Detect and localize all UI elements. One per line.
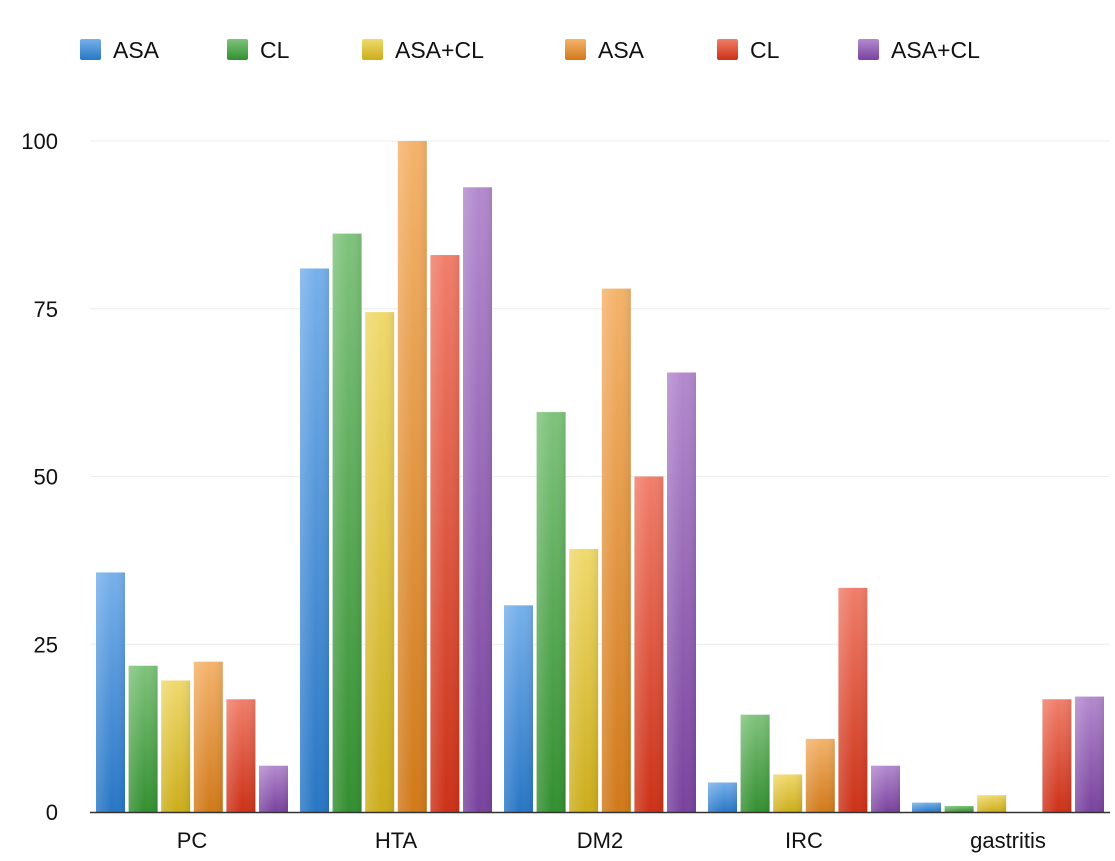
bar-highlight	[634, 476, 664, 812]
bar-highlight	[773, 774, 803, 812]
bar-highlight	[504, 605, 533, 812]
legend-item: ASA+CL	[362, 37, 484, 63]
legend-label: ASA+CL	[395, 37, 484, 63]
x-tick-label: PC	[177, 828, 208, 853]
legend-label: ASA	[598, 37, 645, 63]
bar-highlight	[977, 795, 1007, 812]
bar-highlight	[463, 187, 492, 812]
bar-highlight	[944, 805, 974, 812]
gridlines	[90, 140, 1110, 645]
bar-highlight	[300, 268, 329, 812]
x-tick-label: gastritis	[970, 828, 1046, 853]
legend-item: CL	[717, 37, 780, 63]
legend-label: ASA	[113, 37, 160, 63]
x-tick-label: HTA	[375, 828, 418, 853]
bar-highlight	[871, 765, 900, 812]
legend-label: CL	[750, 37, 780, 63]
bar-highlight	[708, 782, 737, 812]
bar-highlight	[397, 141, 427, 812]
bar-highlight	[161, 680, 191, 812]
x-tick-label: DM2	[577, 828, 623, 853]
bar-highlight	[365, 312, 395, 812]
legend-label: CL	[260, 37, 290, 63]
bar-highlight	[430, 255, 460, 812]
legend-label: ASA+CL	[891, 37, 980, 63]
bar-highlight	[1042, 699, 1072, 812]
y-tick-label: 50	[34, 465, 58, 490]
legend-swatch	[858, 39, 879, 60]
y-tick-label: 0	[46, 800, 58, 825]
legend-item: ASA	[80, 37, 160, 63]
legend-item: ASA+CL	[858, 37, 980, 63]
bar-highlight	[912, 802, 941, 812]
bar-highlight	[601, 288, 631, 812]
y-tick-label: 25	[34, 632, 58, 657]
legend-swatch	[717, 39, 738, 60]
x-tick-label: IRC	[785, 828, 823, 853]
bar-highlight	[259, 765, 288, 812]
x-axis-ticks: PC HTA DM2 IRC gastritis	[177, 828, 1046, 853]
bar-highlight	[1075, 696, 1104, 812]
legend-swatch	[80, 39, 101, 60]
bar-highlight	[332, 233, 362, 812]
legend-item: ASA	[565, 37, 645, 63]
bar-highlight	[96, 572, 125, 812]
legend-item: CL	[227, 37, 290, 63]
bar-highlight	[667, 372, 696, 812]
bar-highlight	[193, 661, 223, 812]
bar-highlight	[226, 699, 256, 812]
bars	[96, 141, 1104, 812]
legend: ASA CL ASA+CL ASA CL ASA+CL	[80, 37, 980, 63]
bar-highlight	[805, 738, 835, 812]
bar-highlight	[128, 665, 158, 812]
y-axis-ticks: 0 25 50 75 100	[21, 129, 58, 825]
legend-swatch	[227, 39, 248, 60]
bar-highlight	[838, 587, 868, 812]
legend-swatch	[362, 39, 383, 60]
bar-highlight	[569, 548, 599, 812]
bar-highlight	[536, 412, 566, 812]
y-tick-label: 75	[34, 297, 58, 322]
bar-highlight	[740, 714, 770, 812]
y-tick-label: 100	[21, 129, 58, 154]
legend-swatch	[565, 39, 586, 60]
